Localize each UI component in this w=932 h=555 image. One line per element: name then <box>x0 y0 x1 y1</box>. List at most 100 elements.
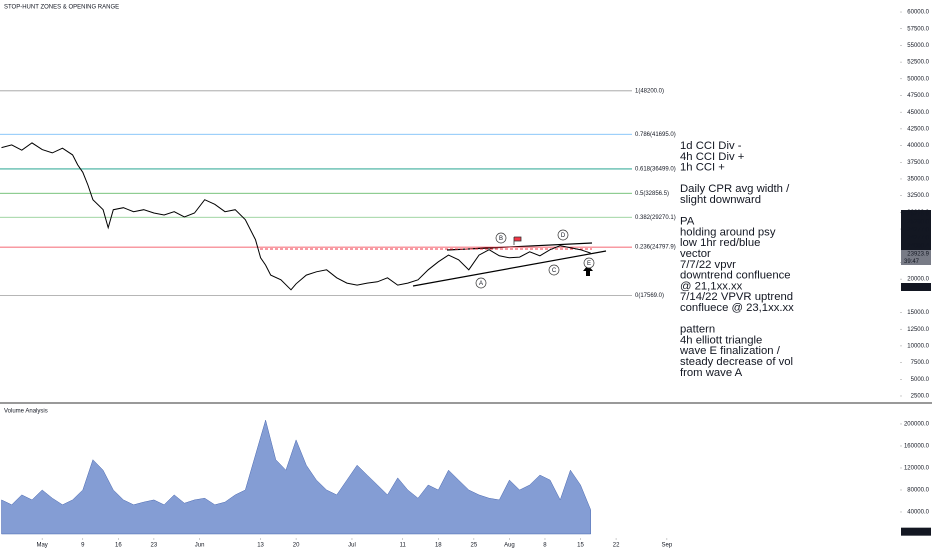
note-line: steady decrease of vol <box>680 356 793 368</box>
y-tick-label: 45000.0 <box>907 110 929 116</box>
note-line: 1d CCI Div - <box>680 140 742 152</box>
y-tick-label: 10000.0 <box>907 343 929 349</box>
price-badge-label: 24000.4 <box>907 244 929 250</box>
x-tick-label: Sep <box>662 543 673 549</box>
price-badge <box>901 234 931 242</box>
x-tick-label: 8 <box>543 543 547 549</box>
flag-icon <box>513 236 522 245</box>
fib-label: 0.236(24797.9) <box>635 245 676 251</box>
x-tick-label: 9 <box>81 543 85 549</box>
y-tick-label: 57500.0 <box>907 26 929 32</box>
y-tick-label: 60000.0 <box>907 10 929 16</box>
wave-label: A <box>479 281 483 287</box>
y-tick-label: 40000.0 <box>907 510 929 516</box>
y-tick-label: 37500.0 <box>907 160 929 166</box>
price-line <box>1 142 591 291</box>
price-badge <box>901 226 931 234</box>
price-badge-label: 24277.0 <box>907 228 929 234</box>
wave-circle <box>548 264 560 276</box>
y-tick-label: 80000.0 <box>907 488 929 494</box>
note-line: 4h CCI Div + <box>680 151 745 163</box>
fib-label: 0(17569.0) <box>635 293 664 299</box>
price-badge <box>901 218 931 226</box>
fib-label: 0.382(29270.1) <box>635 215 676 221</box>
price-badge <box>901 242 931 250</box>
y-tick-label: 15000.0 <box>907 310 929 316</box>
wave-circle <box>475 277 487 289</box>
price-badge-label: 25276.9 <box>907 212 929 218</box>
x-tick-label: 15 <box>577 543 584 549</box>
note-line: 7/7/22 vpvr <box>680 259 736 271</box>
note-line: vector <box>680 248 711 260</box>
y-tick-label: 40000.0 <box>907 143 929 149</box>
chart-title: STOP-HUNT ZONES & OPENING RANGE <box>4 5 119 11</box>
price-badge-label: 23923.9 <box>907 252 929 258</box>
note-line: Daily CPR avg width / <box>680 183 790 195</box>
note-line: wave E finalization / <box>679 345 781 357</box>
volume-badge-label: 4210.3 <box>911 529 930 535</box>
note-line: 1h CCI + <box>680 162 725 174</box>
note-line: holding around psy <box>680 226 776 238</box>
y-tick-label: 50000.0 <box>907 76 929 82</box>
y-tick-label: 32500.0 <box>907 193 929 199</box>
y-tick-label: 200000.0 <box>904 422 930 428</box>
note-line: downtrend confluence <box>680 270 791 282</box>
x-tick-label: 18 <box>435 543 442 549</box>
price-badge <box>901 283 931 291</box>
wave-label: D <box>561 233 566 239</box>
price-badge <box>901 250 931 258</box>
y-tick-label: 5000.0 <box>911 377 930 383</box>
x-tick-label: 25 <box>471 543 478 549</box>
wave-label: C <box>552 268 557 274</box>
x-tick-label: Jul <box>348 543 356 549</box>
y-tick-label: 2500.0 <box>911 394 930 400</box>
x-tick-label: Aug <box>504 543 515 549</box>
y-tick-label: 35000.0 <box>907 177 929 183</box>
price-badge-label: 24277.0 <box>907 236 929 242</box>
y-tick-label: 42500.0 <box>907 126 929 132</box>
y-tick-label: 52500.0 <box>907 60 929 66</box>
note-line: confluece @ 23,1xx.xx <box>680 302 794 314</box>
fib-label: 1(48200.0) <box>635 88 664 94</box>
volume-title: Volume Analysis <box>4 409 48 415</box>
fib-label: 0.5(32856.5) <box>635 191 669 197</box>
x-tick-label: 11 <box>400 543 407 549</box>
wave-circle <box>557 229 569 241</box>
countdown: 39:47 <box>904 259 920 265</box>
x-tick-label: 13 <box>257 543 264 549</box>
x-tick-label: 22 <box>613 543 620 549</box>
wave-label: B <box>499 236 503 242</box>
note-line: @ 21,1xx.xx <box>680 280 743 292</box>
countdown-bg <box>901 258 931 265</box>
y-tick-label: 47500.0 <box>907 93 929 99</box>
fib-label: 0.618(36499.0) <box>635 167 676 173</box>
y-tick-label: 7500.0 <box>911 360 930 366</box>
note-line: 7/14/22 VPVR uptrend <box>680 291 793 303</box>
price-badge <box>901 210 931 218</box>
y-tick-label: 160000.0 <box>904 444 930 450</box>
note-line: 4h elliott triangle <box>680 334 762 346</box>
note-line: PA <box>680 216 695 228</box>
fib-label: 0.786(41695.0) <box>635 132 676 138</box>
y-tick-label: 55000.0 <box>907 43 929 49</box>
price-badge-label: 25200.0 <box>907 220 929 226</box>
y-tick-label: 120000.0 <box>904 466 930 472</box>
note-line: pattern <box>680 324 715 336</box>
y-tick-label: 20000.0 <box>907 277 929 283</box>
x-tick-label: 20 <box>293 543 300 549</box>
wave-label: E <box>587 261 591 267</box>
volume-badge <box>901 527 931 536</box>
note-line: slight downward <box>680 194 761 206</box>
arrow-icon <box>583 265 593 276</box>
wave-circle <box>495 232 507 244</box>
note-line: low 1hr red/blue <box>680 237 760 249</box>
x-tick-label: Jun <box>195 543 205 549</box>
wave-circle <box>583 257 595 269</box>
note-line: from wave A <box>680 367 743 379</box>
x-tick-label: May <box>36 543 47 549</box>
x-tick-label: 16 <box>115 543 122 549</box>
x-tick-label: 23 <box>151 543 158 549</box>
y-tick-label: 12500.0 <box>907 327 929 333</box>
